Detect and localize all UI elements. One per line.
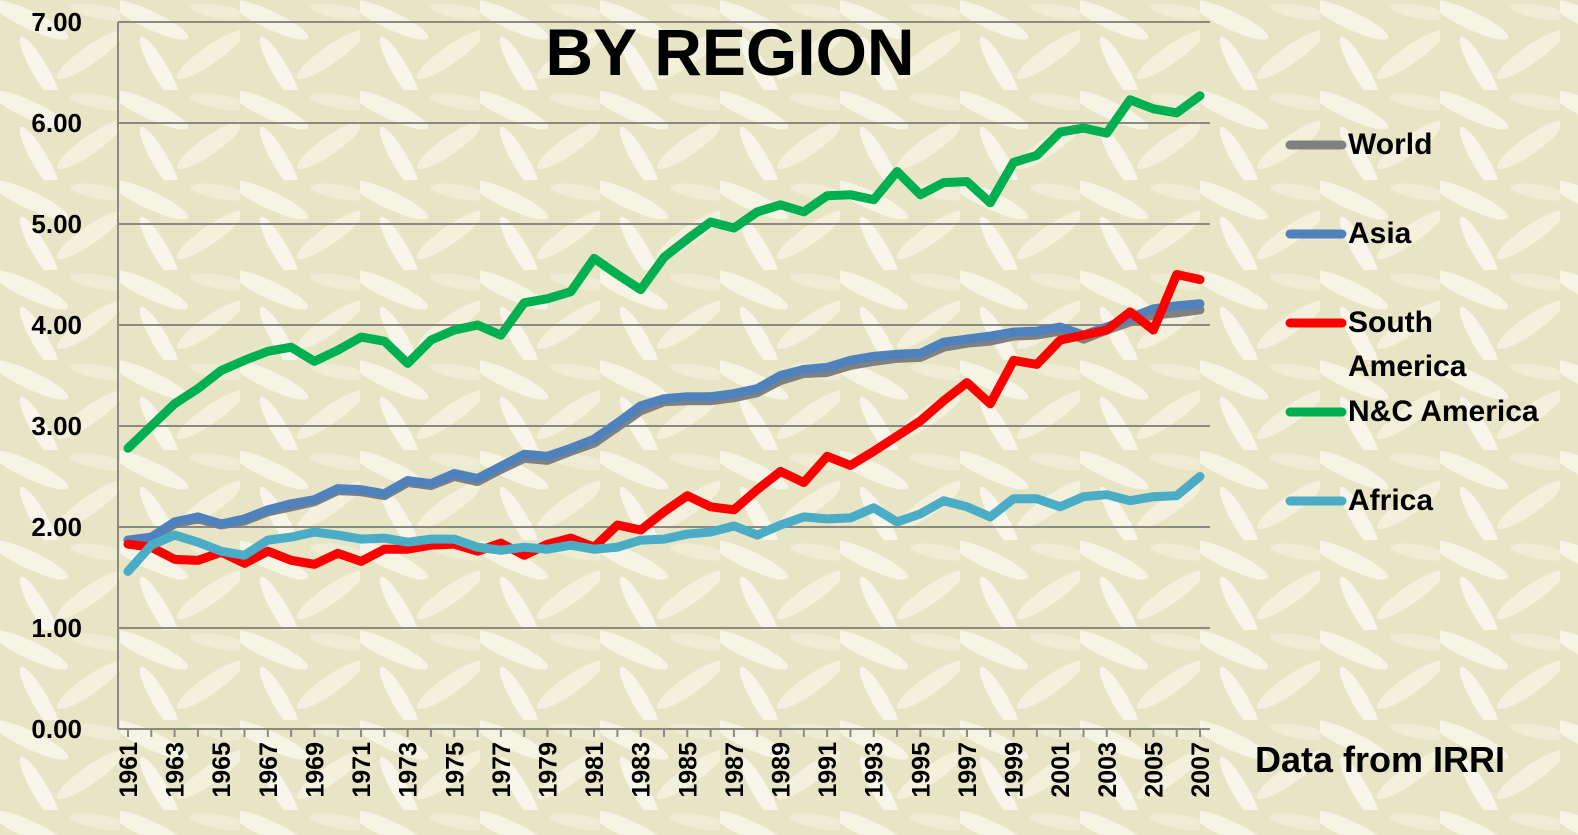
y-tick-label: 2.00 — [31, 512, 82, 542]
x-tick-label: 1969 — [301, 742, 329, 798]
y-tick-label: 7.00 — [31, 7, 82, 37]
legend-label: Africa — [1348, 479, 1558, 523]
chart: 0.00 1.00 2.00 3.00 4.00 5.00 6.00 7.00 1961 1963… — [0, 0, 1578, 835]
slide: 0.00 1.00 2.00 3.00 4.00 5.00 6.00 7.00 1961 1963… — [0, 0, 1578, 835]
y-tick-label: 1.00 — [31, 613, 82, 643]
x-tick-label: 1977 — [488, 742, 516, 798]
x-tick-label: 1997 — [954, 742, 982, 798]
x-tick-label: 1987 — [721, 742, 749, 798]
x-tick-label: 1983 — [628, 742, 656, 798]
x-tick-label: 2003 — [1094, 742, 1122, 798]
annotation: Data from IRRI — [1255, 739, 1505, 780]
chart-title: BY REGION — [545, 15, 914, 89]
x-tick-label: 2005 — [1140, 742, 1168, 798]
x-tick-label: 1993 — [861, 742, 889, 798]
x-tick-label: 1989 — [768, 742, 796, 798]
x-tick-label: 1995 — [907, 742, 935, 798]
legend-label: World — [1348, 123, 1558, 167]
x-tick-label: 1975 — [441, 742, 469, 798]
y-tick-label: 6.00 — [31, 108, 82, 138]
x-tick-label: 1999 — [1001, 742, 1029, 798]
x-tick-label: 1963 — [162, 742, 190, 798]
x-tick-label: 2007 — [1187, 742, 1215, 798]
x-tick-label: 1973 — [395, 742, 423, 798]
x-tick-label: 1979 — [534, 742, 562, 798]
x-tick-label: 1961 — [115, 742, 143, 798]
x-tick-label: 1971 — [348, 742, 376, 798]
x-tick-label: 1967 — [255, 742, 283, 798]
y-tick-label: 4.00 — [31, 310, 82, 340]
legend-label: N&C America — [1348, 390, 1558, 434]
legend-label: South America — [1348, 301, 1558, 389]
background — [0, 0, 1578, 835]
x-tick-label: 1991 — [814, 742, 842, 798]
legend-label: Asia — [1348, 212, 1558, 256]
x-tick-label: 1985 — [674, 742, 702, 798]
y-tick-label: 5.00 — [31, 209, 82, 239]
x-tick-label: 1981 — [581, 742, 609, 798]
y-tick-label: 3.00 — [31, 411, 82, 441]
y-tick-label: 0.00 — [31, 714, 82, 744]
x-tick-label: 2001 — [1047, 742, 1075, 798]
x-tick-label: 1965 — [208, 742, 236, 798]
